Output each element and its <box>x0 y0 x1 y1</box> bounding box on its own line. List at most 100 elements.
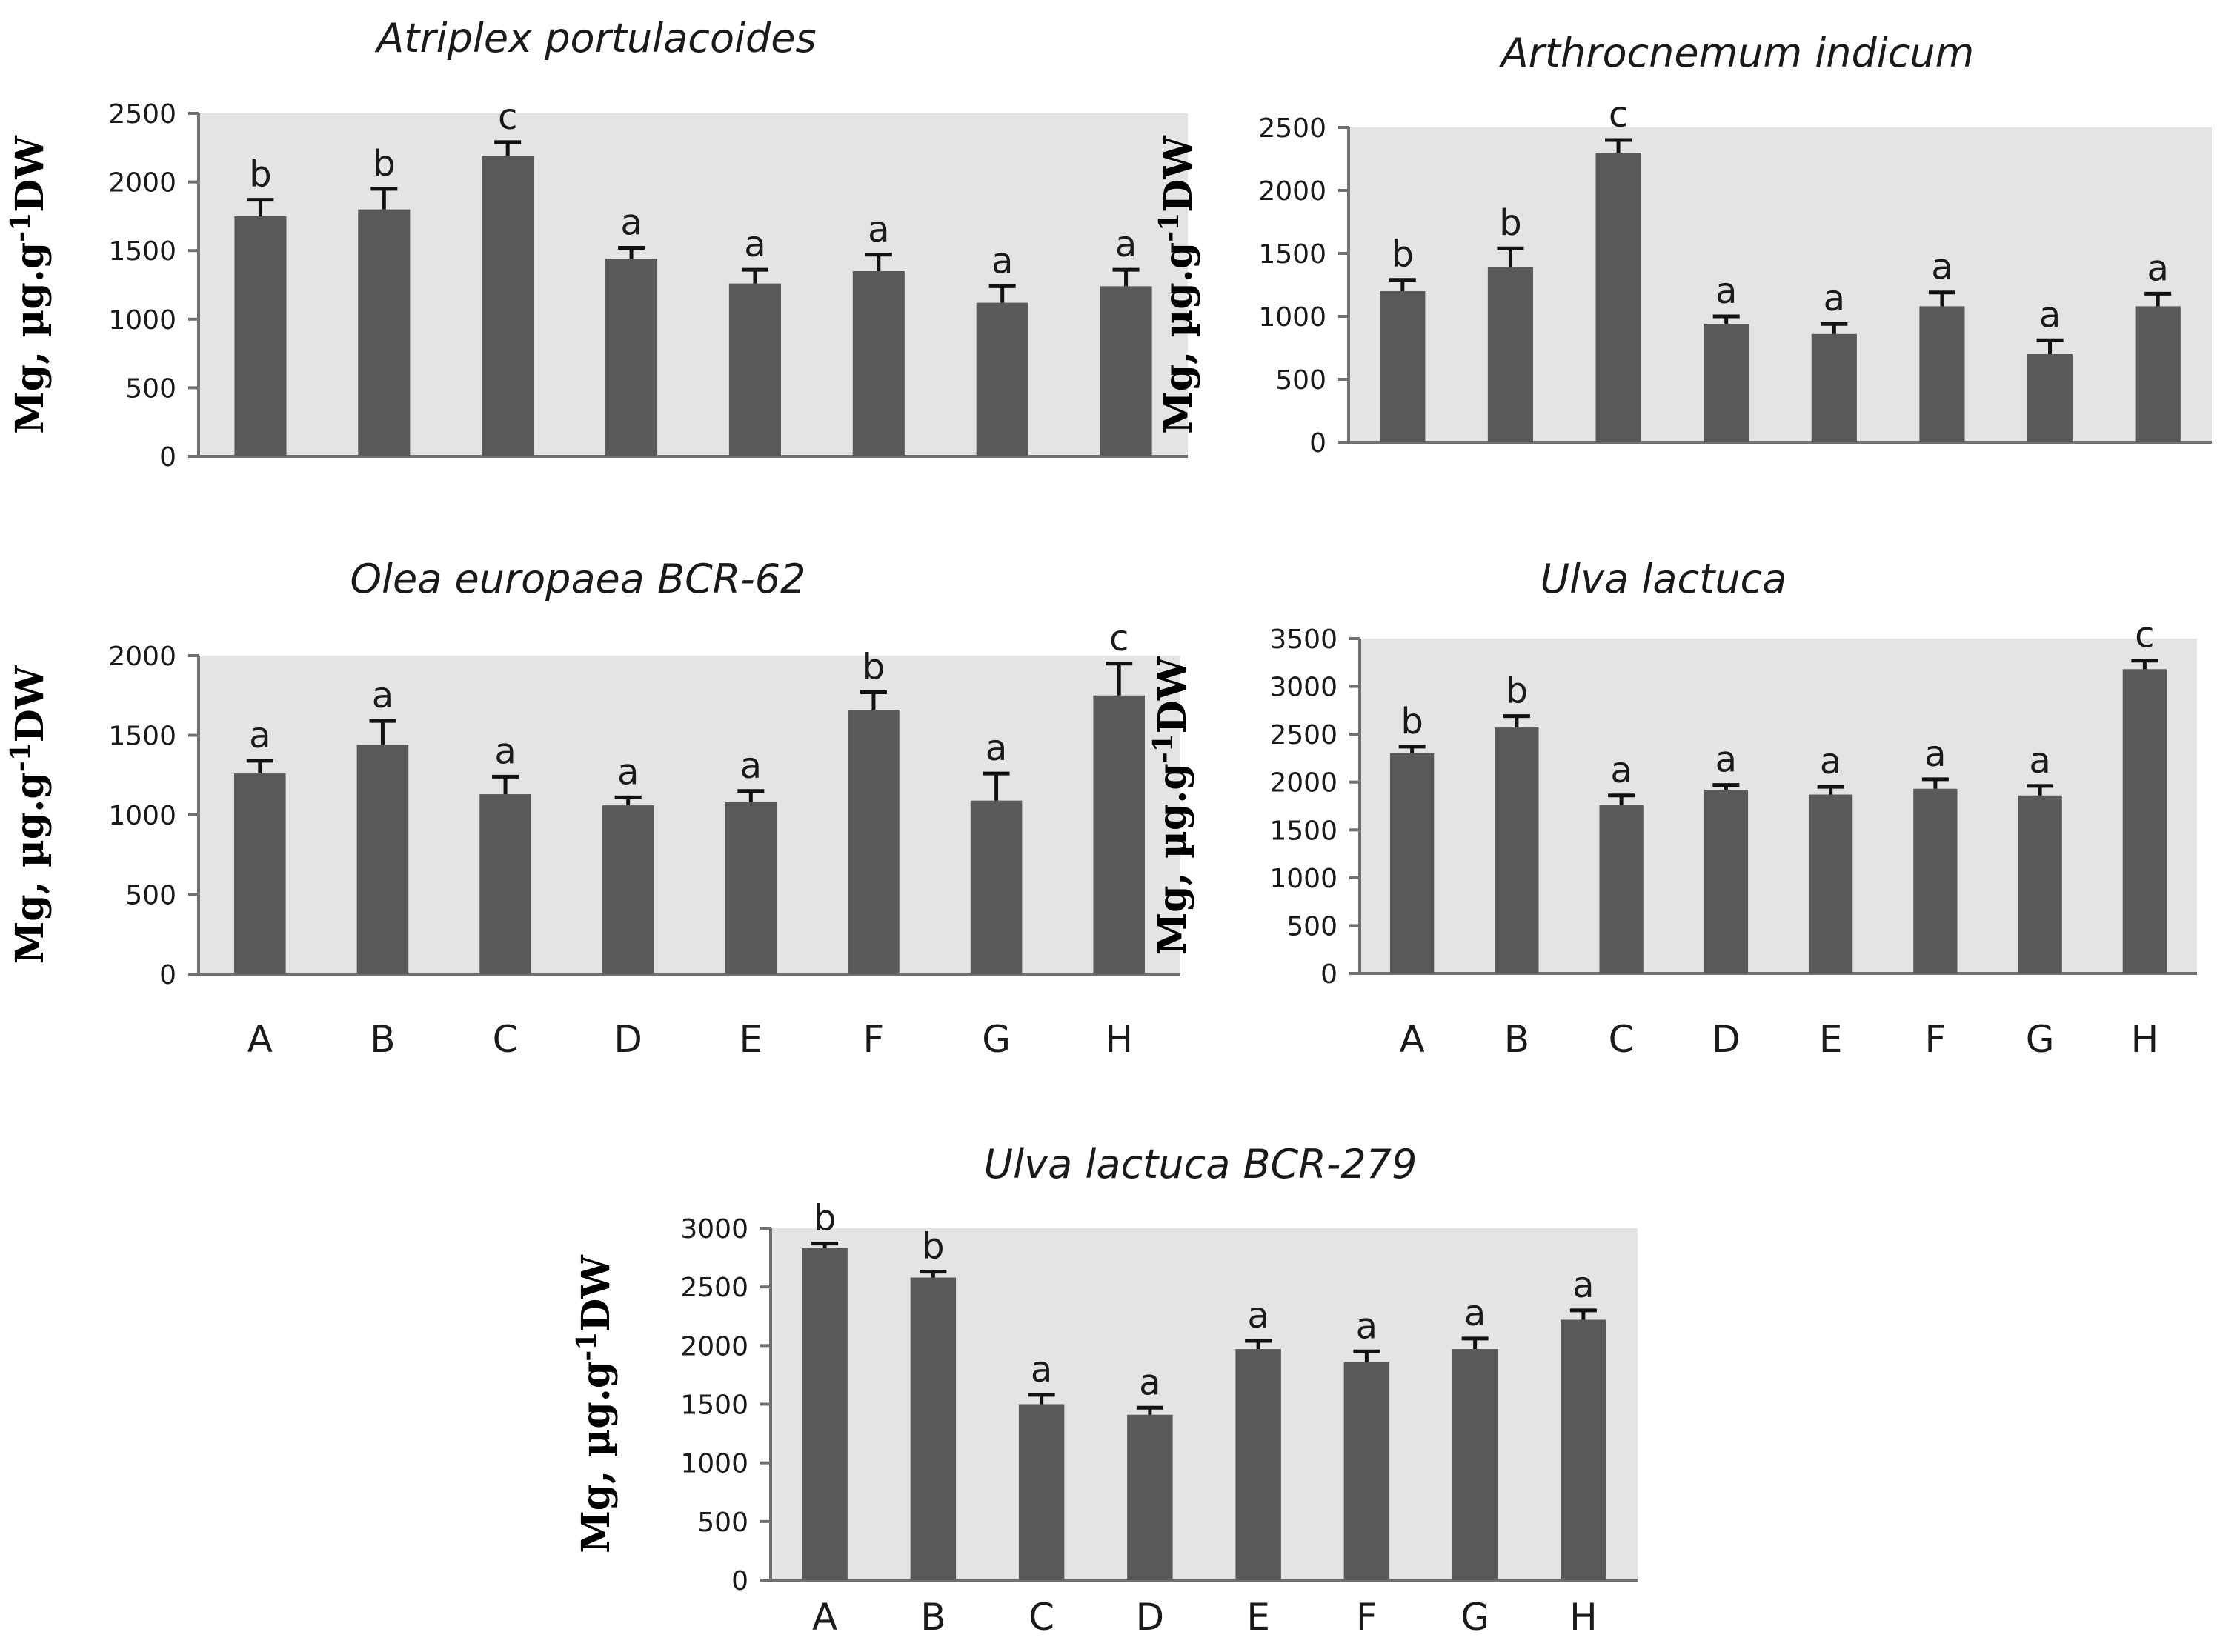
bar-A <box>802 1248 848 1580</box>
y-tick-label: 500 <box>697 1508 748 1538</box>
bar-H <box>1561 1319 1606 1580</box>
plot-area <box>1349 127 2212 442</box>
y-tick-label: 3000 <box>1269 673 1337 703</box>
significance-letter: a <box>991 240 1013 282</box>
y-axis-label: Mg, µg.g-1DW <box>1148 656 1195 955</box>
bar-E <box>728 283 781 456</box>
significance-letter: c <box>1609 94 1628 136</box>
bar-A <box>1389 753 1435 973</box>
x-tick-label: F <box>863 1018 885 1061</box>
plot-area <box>1360 639 2197 973</box>
y-axis-label-unit: DW <box>1150 656 1195 733</box>
bar-B <box>910 1277 957 1580</box>
bar-F <box>1919 306 1965 442</box>
significance-letter: a <box>1824 278 1845 319</box>
y-axis-label-main: Mg, µg.g <box>1150 763 1195 955</box>
chart-panel-3: 0 500 1000 1500 2000 a Aa Ba Ca Da Eb Fa Gc H Olea eur… <box>5 556 1180 1061</box>
y-tick-label: 1500 <box>108 236 176 267</box>
bar-C <box>482 156 534 457</box>
significance-letter: a <box>1931 247 1953 288</box>
bar-A <box>1380 291 1426 442</box>
bar-H <box>1100 286 1152 456</box>
y-tick-label: 3500 <box>1269 625 1337 655</box>
y-tick-label: 500 <box>125 881 176 911</box>
y-tick-label: 2500 <box>108 99 176 130</box>
bar-D <box>1704 790 1749 973</box>
y-axis-label-unit: DW <box>7 665 53 742</box>
significance-letter: b <box>1499 202 1521 244</box>
x-tick-label: D <box>614 1018 642 1061</box>
bar-H <box>2122 669 2167 973</box>
bar-D <box>605 259 658 456</box>
bar-C <box>1018 1404 1065 1580</box>
x-tick-label: C <box>1028 1596 1054 1639</box>
bar-D <box>1704 324 1749 442</box>
significance-letter: a <box>1924 733 1946 775</box>
bar-G <box>2027 354 2073 442</box>
x-tick-label: H <box>1105 1018 1133 1061</box>
y-axis-label-unit: DW <box>7 135 53 213</box>
y-tick-label: 1500 <box>108 722 176 752</box>
chart-panel-2: 0 500 1000 1500 2000 2500 b b c a a a a a Arthrocnemum… <box>1154 30 2212 459</box>
y-tick-label: 1000 <box>108 305 176 336</box>
significance-letter: c <box>498 96 517 138</box>
y-axis-label: Mg, µg.g-1DW <box>571 1254 619 1553</box>
y-axis-label-sup: -1 <box>5 742 36 772</box>
y-tick-label: 1500 <box>1269 816 1337 846</box>
bar-E <box>1811 333 1857 442</box>
y-tick-label: 0 <box>1309 428 1326 459</box>
x-tick-label: A <box>247 1018 273 1061</box>
significance-letter: a <box>740 745 762 787</box>
bar-E <box>1235 1349 1281 1580</box>
bar-C <box>1595 153 1641 442</box>
significance-letter: a <box>986 727 1007 769</box>
y-tick-label: 3000 <box>680 1214 748 1245</box>
bar-G <box>970 800 1023 974</box>
y-axis-label-unit: DW <box>574 1254 619 1332</box>
x-tick-label: H <box>1569 1596 1598 1639</box>
x-tick-label: D <box>1136 1596 1165 1639</box>
significance-letter: a <box>1031 1349 1052 1390</box>
y-tick-label: 2000 <box>108 642 176 672</box>
bar-E <box>1808 794 1853 973</box>
x-tick-label: B <box>1504 1018 1529 1061</box>
significance-letter: a <box>2029 740 2050 782</box>
y-tick-label: 1000 <box>1258 302 1326 333</box>
significance-letter: b <box>373 143 395 184</box>
x-tick-label: F <box>1924 1018 1946 1061</box>
bar-A <box>234 216 287 456</box>
significance-letter: b <box>1506 670 1528 712</box>
y-axis-label-sup: -1 <box>1148 733 1179 763</box>
significance-letter: a <box>2039 294 2061 336</box>
significance-letter: a <box>1247 1295 1269 1336</box>
bar-F <box>1913 788 1958 973</box>
y-tick-label: 2500 <box>1258 113 1326 144</box>
significance-letter: a <box>1464 1293 1486 1334</box>
significance-letter: a <box>617 751 639 793</box>
x-tick-label: E <box>1819 1018 1843 1061</box>
y-axis-label-sup: -1 <box>571 1332 602 1362</box>
x-tick-label: A <box>812 1596 837 1639</box>
y-axis-label-sup: -1 <box>1154 213 1185 242</box>
significance-letter: a <box>1715 270 1737 312</box>
x-tick-label: D <box>1712 1018 1741 1061</box>
significance-letter: b <box>249 154 271 196</box>
significance-letter: a <box>1715 739 1737 781</box>
bar-A <box>234 773 286 974</box>
bar-C <box>1599 805 1644 973</box>
plot-area <box>771 1228 1638 1580</box>
y-axis-label-main: Mg, µg.g <box>7 242 53 434</box>
y-tick-label: 0 <box>731 1566 748 1596</box>
y-tick-label: 0 <box>1320 959 1337 990</box>
significance-letter: b <box>1392 234 1414 276</box>
significance-letter: b <box>814 1198 836 1239</box>
significance-letter: a <box>372 675 393 716</box>
plot-area <box>199 113 1188 456</box>
y-axis-label: Mg, µg.g-1DW <box>5 665 53 964</box>
x-tick-label: E <box>740 1018 763 1061</box>
bar-B <box>1487 267 1534 442</box>
y-axis-label-main: Mg, µg.g <box>574 1362 619 1553</box>
y-tick-label: 1500 <box>680 1390 748 1421</box>
y-tick-label: 2500 <box>680 1273 748 1303</box>
